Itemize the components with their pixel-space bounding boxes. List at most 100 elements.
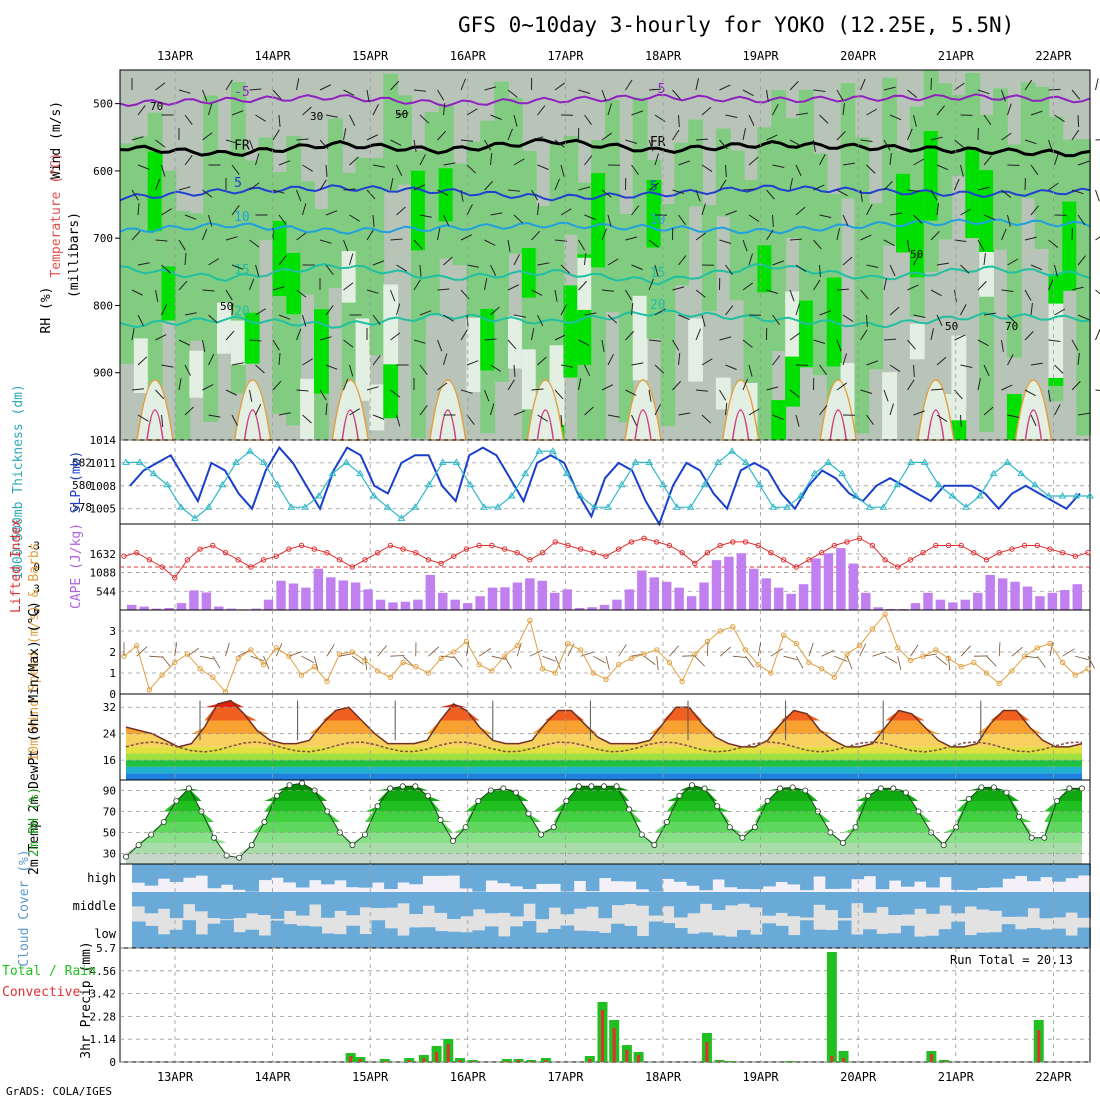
wind-point — [159, 672, 165, 678]
wind-barb — [255, 403, 262, 416]
rh-low — [521, 349, 537, 410]
rh-high — [771, 400, 787, 440]
cloud-block — [1026, 892, 1041, 909]
wind-point — [387, 674, 394, 680]
rh-high — [923, 131, 939, 221]
cape-bar — [910, 603, 921, 610]
wind-barb — [883, 239, 895, 247]
wind-point — [806, 659, 812, 666]
cloud-block — [913, 864, 928, 882]
wind-barb — [460, 139, 473, 142]
top-date-tick: 18APR — [645, 49, 682, 63]
rh-band — [702, 205, 717, 312]
y-tick-label: 50 — [103, 827, 116, 840]
wind-barb — [255, 153, 260, 166]
wind-barb — [889, 403, 894, 416]
wind-barb — [860, 189, 863, 202]
wind-barb — [349, 156, 359, 166]
wind-barb — [607, 103, 612, 116]
wind-barb — [560, 164, 565, 177]
wind-barb — [866, 108, 878, 116]
wind-barb — [1030, 264, 1043, 271]
wind-barb — [513, 114, 518, 127]
y-tick-label: 1 — [109, 667, 116, 680]
rh-point — [236, 854, 243, 861]
surface-plume-core — [927, 409, 945, 441]
wind-barb — [325, 403, 328, 416]
wind-barb — [278, 314, 291, 320]
temp-fill — [126, 700, 1082, 734]
wind-barb — [860, 329, 868, 341]
surface-plume-core — [341, 409, 359, 441]
rh-band — [175, 210, 191, 440]
rh-contour-label: 70 — [150, 100, 163, 113]
rh-point — [550, 824, 557, 831]
wind-barb — [842, 256, 853, 266]
rh-band — [688, 119, 703, 207]
rh-point — [613, 783, 620, 790]
wind-point — [539, 666, 546, 672]
surface-plume-core — [243, 409, 262, 441]
wind-barb — [1048, 339, 1061, 342]
cape-axis-label: CAPE (J/kg) — [69, 523, 84, 609]
cloud-block — [245, 864, 260, 892]
wind-barb — [1007, 258, 1019, 266]
cape-bar — [873, 607, 883, 610]
thickness-point — [728, 447, 736, 454]
wind-barb — [678, 114, 680, 128]
rh-band — [937, 83, 953, 240]
cloud-block — [459, 932, 474, 948]
cape-bar — [438, 592, 448, 610]
cloud-block — [1026, 864, 1041, 882]
wind-barb — [695, 78, 699, 91]
wind-barb — [883, 181, 893, 191]
wind-barb — [701, 164, 713, 172]
cloud-block — [598, 864, 612, 879]
wind-point — [933, 647, 939, 653]
cape-bar — [350, 582, 361, 610]
y-tick-label: 544 — [96, 585, 116, 598]
cloud-block — [888, 864, 902, 881]
wind-barb — [560, 414, 563, 427]
li-point — [1047, 546, 1053, 552]
wind-point — [679, 678, 685, 685]
wind-barb — [178, 339, 191, 346]
wind-barb — [748, 114, 755, 127]
rh-point — [273, 792, 280, 799]
cloud-block — [132, 921, 146, 948]
wind-barb — [513, 364, 516, 377]
wind-barb — [936, 414, 948, 422]
cloud-block — [484, 926, 499, 948]
cloud-block — [220, 892, 234, 920]
cloud-block — [472, 892, 486, 910]
wind-barb — [184, 155, 193, 166]
cloud-block — [535, 892, 549, 920]
wind-barb — [584, 364, 591, 377]
wind-barb — [529, 649, 543, 657]
li-point — [780, 557, 787, 563]
wind-barb — [654, 404, 661, 416]
wind-barb — [789, 81, 799, 91]
wind-point — [438, 655, 444, 661]
rh-point — [160, 819, 167, 826]
cape-bar — [960, 599, 971, 610]
precip-total-bar — [838, 1051, 849, 1062]
wind-barb — [719, 646, 731, 657]
cloud-block — [1026, 928, 1041, 948]
li-point — [425, 557, 432, 563]
thickness-point — [521, 469, 530, 477]
wind-barb — [531, 289, 543, 296]
y-tick-label: 90 — [103, 785, 116, 798]
li-point — [628, 539, 635, 545]
wind-barb — [983, 214, 996, 221]
wind-barb — [813, 89, 826, 92]
rh-band — [397, 95, 412, 185]
wind-barb — [453, 655, 463, 668]
wind-barb — [883, 139, 891, 151]
wind-barb — [766, 386, 779, 391]
wind-barb — [1077, 353, 1080, 366]
cape-bar — [848, 563, 859, 610]
rh-point — [500, 785, 507, 792]
rh-band — [563, 136, 579, 235]
li-point — [717, 542, 723, 549]
